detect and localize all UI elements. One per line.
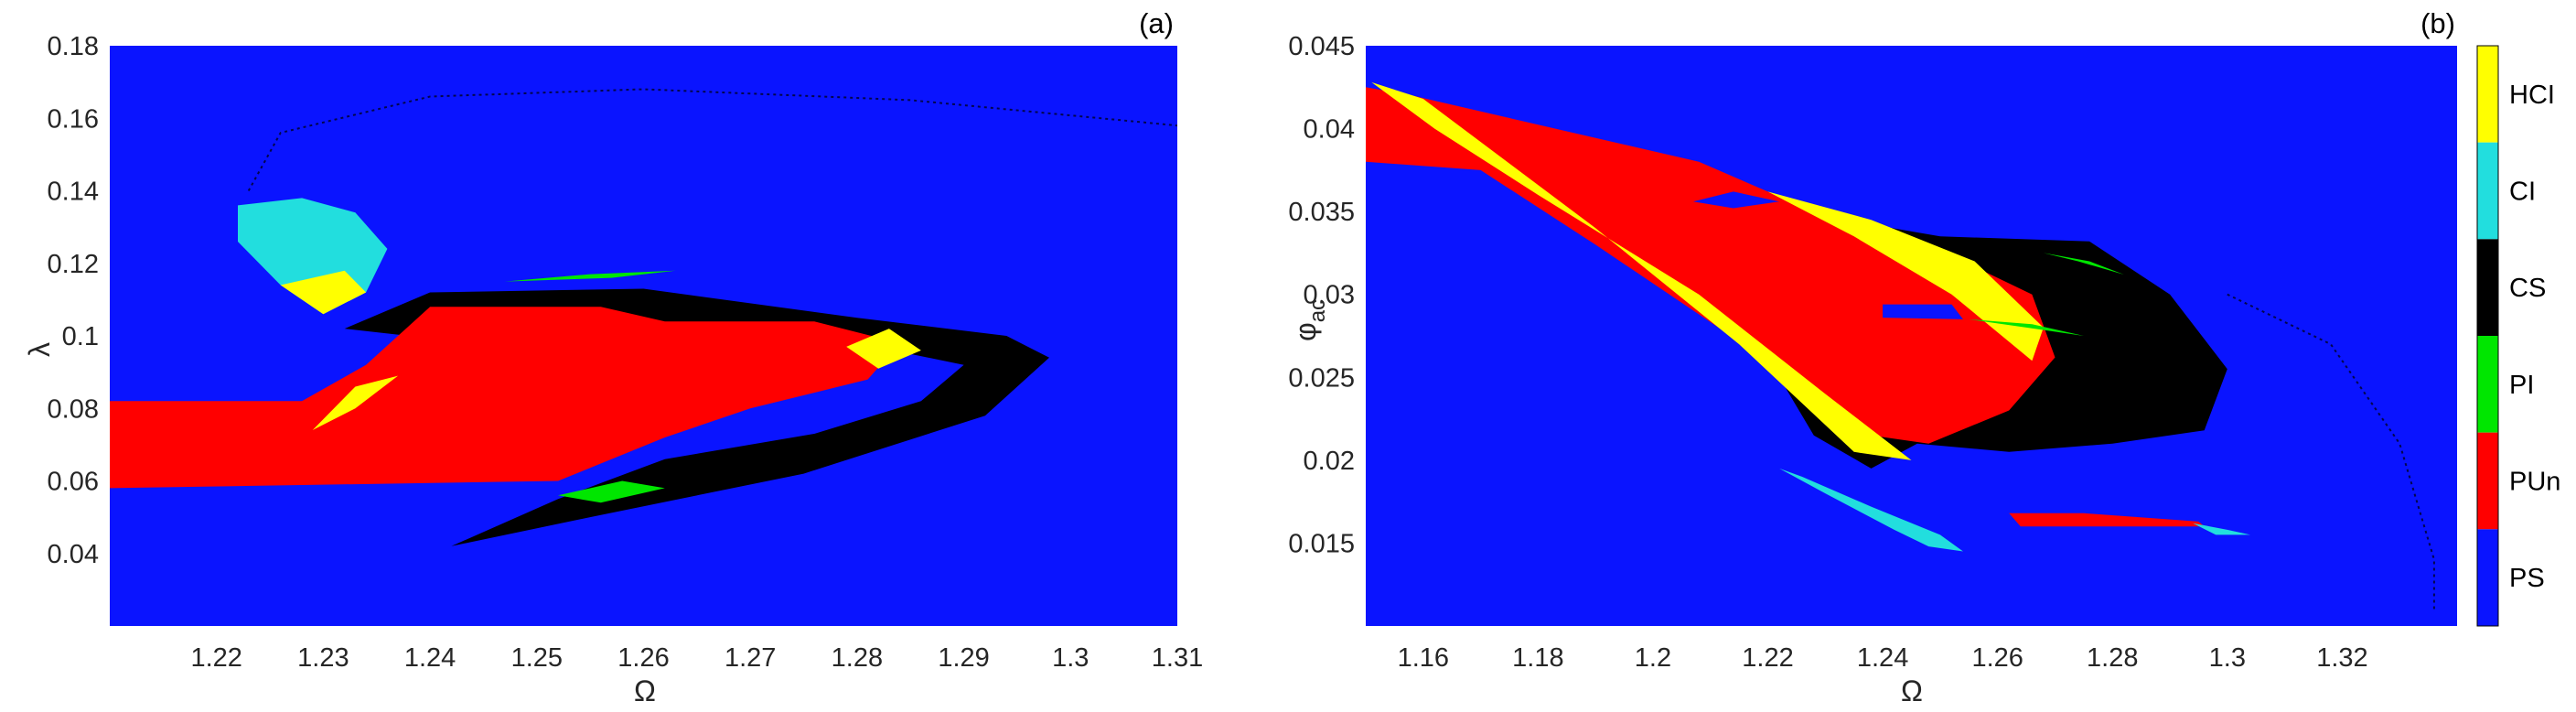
colorbar-swatch-ps <box>2477 529 2498 626</box>
colorbar-swatch-pun <box>2477 432 2498 530</box>
panel-b-region-pun-5 <box>2009 512 2205 527</box>
panel-a-x-tick-label: 1.22 <box>190 643 242 673</box>
panel-a-x-tick-label: 1.28 <box>832 643 883 673</box>
colorbar-label-ci: CI <box>2509 178 2536 207</box>
panel-a-curve-0 <box>247 88 1177 191</box>
panel-a-y-tick-label: 0.16 <box>48 104 99 134</box>
panel-a-y-tick-label: 0.18 <box>48 32 99 61</box>
panel-b-region-ci-6 <box>2193 523 2250 535</box>
panel-a-x-tick-label: 1.3 <box>1052 643 1089 673</box>
panel-b-y-tick-label: 0.035 <box>1288 198 1355 227</box>
panel-a-y-axis-label: λ <box>23 342 56 357</box>
panel-b-region-ps-10 <box>1692 191 1780 209</box>
panel-b-y-tick-label: 0.03 <box>1304 281 1355 310</box>
panel-b-y-tick-label: 0.025 <box>1288 363 1355 393</box>
panel-a-x-tick-label: 1.27 <box>724 643 776 673</box>
panel-b-x-tick-label: 1.22 <box>1742 643 1793 673</box>
panel-b-x-tick-label: 1.3 <box>2209 643 2246 673</box>
panel-a-region-pun-1 <box>110 307 900 489</box>
panel-a-x-tick-label: 1.25 <box>511 643 563 673</box>
panel-a-y-tick-label: 0.1 <box>62 322 99 351</box>
panel-b-x-axis-label: Ω <box>1901 674 1923 707</box>
panel-a-regions <box>110 88 1177 546</box>
colorbar-label-pi: PI <box>2509 371 2534 400</box>
panel-b-curve-0 <box>2227 293 2435 610</box>
panel-b-y-ticks: 0.015 0.02 0.025 0.03 0.035 0.04 0.045 <box>1288 32 1355 558</box>
panel-a-label: (a) <box>1139 7 1174 39</box>
panel-a-region-cs-0 <box>344 288 1049 546</box>
panel-b-x-tick-label: 1.26 <box>1971 643 2023 673</box>
panel-a-x-tick-label: 1.23 <box>297 643 349 673</box>
colorbar-label-hci: HCI <box>2509 81 2555 110</box>
panel-a-region-hci-4 <box>312 375 399 430</box>
panel-a-x-tick-label: 1.26 <box>617 643 669 673</box>
colorbar-label-cs: CS <box>2509 274 2546 303</box>
panel-a-region-pi-7 <box>558 480 665 503</box>
colorbar-label-pun: PUn <box>2509 468 2560 497</box>
panel-b-region-ps-9 <box>1883 304 1963 319</box>
panel-b-x-tick-label: 1.2 <box>1635 643 1671 673</box>
panel-b-y-axis-label: φac <box>1289 299 1330 341</box>
panel-a-chart: 1.22 1.23 1.24 1.25 1.26 1.27 1.28 1.29 1.3 1.31 … <box>23 7 1203 707</box>
panel-a-x-ticks: 1.22 1.23 1.24 1.25 1.26 1.27 1.28 1.29 1.3 1.31 <box>190 643 1203 673</box>
colorbar-frame <box>2476 45 2499 627</box>
panel-b-y-tick-label: 0.015 <box>1288 529 1355 558</box>
panel-b-x-tick-label: 1.24 <box>1857 643 1908 673</box>
panel-a-x-tick-label: 1.24 <box>404 643 456 673</box>
colorbar: HCI CI CS PI PUn PS <box>2476 45 2560 627</box>
panel-b-region-hci-2 <box>1767 191 2044 361</box>
panel-a-y-tick-label: 0.12 <box>48 250 99 279</box>
panel-b-region-ci-4 <box>1779 468 1963 552</box>
panel-b-y-tick-label: 0.02 <box>1304 447 1355 476</box>
panel-b-chart: 1.16 1.18 1.2 1.22 1.24 1.26 1.28 1.3 1.32 0.015… <box>1288 7 2457 707</box>
panel-a-plot-area <box>110 46 1177 626</box>
panel-b-region-pun-1 <box>1366 87 2055 444</box>
panel-b-x-ticks: 1.16 1.18 1.2 1.22 1.24 1.26 1.28 1.3 1.32 <box>1398 643 2368 673</box>
panel-b-region-hci-3 <box>1371 81 1912 460</box>
colorbar-swatch-hci <box>2477 46 2498 143</box>
panel-b-label: (b) <box>2420 7 2455 39</box>
panel-a-y-tick-label: 0.04 <box>48 540 99 569</box>
panel-a-x-axis-label: Ω <box>634 674 656 707</box>
panel-a-region-pi-6 <box>504 270 676 282</box>
panel-b-plot-area <box>1366 46 2457 626</box>
panel-b-x-tick-label: 1.16 <box>1398 643 1449 673</box>
colorbar-swatch-ci <box>2477 142 2498 240</box>
panel-a-x-tick-label: 1.29 <box>938 643 989 673</box>
panel-a-region-hci-3 <box>280 270 367 315</box>
panel-a-y-tick-label: 0.08 <box>48 394 99 424</box>
panel-b-regions <box>1366 81 2435 610</box>
panel-b-y-tick-label: 0.04 <box>1304 115 1355 145</box>
panel-b-y-axis-label-main: φ <box>1289 322 1322 341</box>
panel-b-y-tick-label: 0.045 <box>1288 32 1355 61</box>
colorbar-label-ps: PS <box>2509 564 2545 593</box>
panel-b-y-axis-label-sub: ac <box>1305 299 1330 322</box>
panel-a-region-hci-5 <box>846 329 921 369</box>
panel-a-y-tick-label: 0.06 <box>48 468 99 497</box>
panel-a-y-tick-label: 0.14 <box>48 178 99 207</box>
panel-a-x-tick-label: 1.31 <box>1152 643 1203 673</box>
panel-b-x-tick-label: 1.32 <box>2316 643 2367 673</box>
colorbar-swatch-pi <box>2477 336 2498 433</box>
panel-a-y-ticks: 0.04 0.06 0.08 0.1 0.12 0.14 0.16 0.18 <box>48 32 99 569</box>
panel-b-x-tick-label: 1.18 <box>1512 643 1563 673</box>
panel-b-x-tick-label: 1.28 <box>2087 643 2138 673</box>
colorbar-swatch-cs <box>2477 239 2498 336</box>
